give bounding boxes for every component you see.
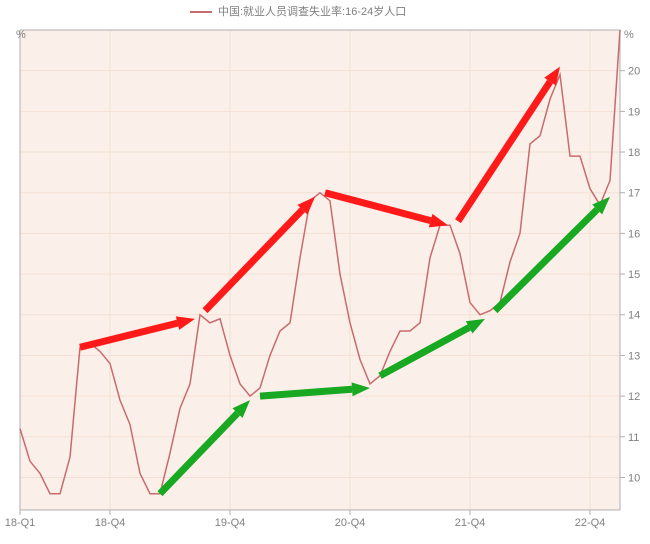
y-unit: % — [16, 29, 26, 41]
y-tick-label: 19 — [628, 106, 640, 118]
x-tick-label: 21-Q4 — [455, 517, 486, 529]
y-tick-label: 18 — [628, 147, 640, 159]
y-tick-label: 13 — [628, 350, 640, 362]
y-tick-label: 11 — [628, 432, 639, 444]
x-tick-label: 19-Q4 — [215, 517, 246, 529]
y-tick-label: 17 — [628, 188, 640, 200]
y-tick-label: 14 — [628, 310, 640, 322]
y-tick-label: 20 — [628, 66, 640, 78]
y-tick-label: 12 — [628, 391, 640, 403]
y-unit: % — [624, 29, 634, 41]
legend: 中国:就业人员调查失业率:16-24岁人口 — [190, 4, 406, 18]
x-tick-label: 20-Q4 — [335, 517, 366, 529]
y-tick-label: 10 — [628, 472, 640, 484]
x-tick-label: 18-Q1 — [5, 517, 36, 529]
legend-label: 中国:就业人员调查失业率:16-24岁人口 — [218, 4, 406, 18]
x-tick-label: 22-Q4 — [575, 517, 606, 529]
unemployment-chart: 10 11 12 13 14 15 16 17 18 19 20 18-Q1 18-Q4 19-Q4 20-… — [0, 0, 650, 544]
y-tick-label: 16 — [628, 228, 640, 240]
x-tick-label: 18-Q4 — [95, 517, 126, 529]
y-tick-label: 15 — [628, 269, 640, 281]
